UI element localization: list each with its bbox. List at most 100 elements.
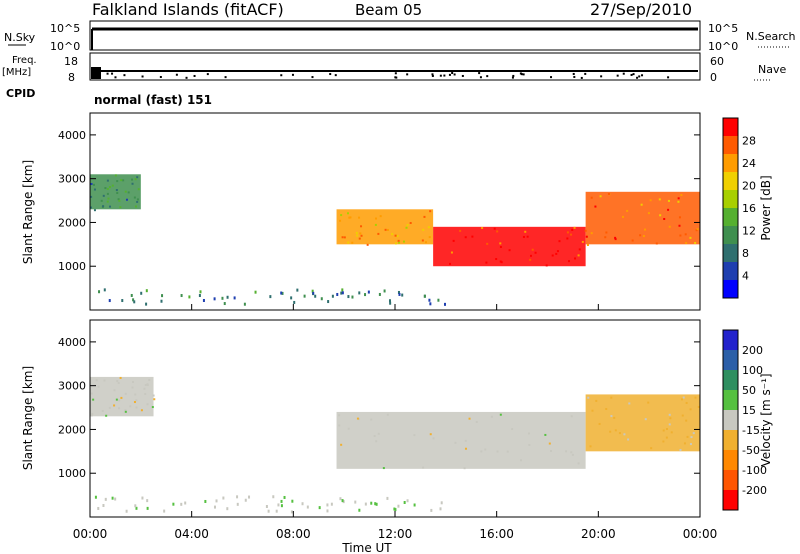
data-speckle bbox=[677, 200, 680, 203]
data-speckle bbox=[585, 235, 588, 238]
near-range-echo bbox=[312, 291, 315, 295]
data-speckle bbox=[120, 396, 123, 399]
velocity-panel: 4000 3000 2000 1000 Slant Range [km] bbox=[21, 319, 701, 518]
data-speckle bbox=[347, 427, 350, 430]
nave-dot bbox=[141, 75, 144, 78]
nave-dot bbox=[280, 74, 283, 77]
near-range-echo bbox=[202, 298, 205, 302]
data-speckle bbox=[591, 409, 594, 412]
data-speckle bbox=[340, 214, 343, 217]
x-axis-label: Time UT bbox=[341, 541, 392, 554]
data-speckle bbox=[90, 206, 93, 209]
data-speckle bbox=[131, 182, 134, 185]
near-range-echo bbox=[160, 299, 163, 303]
near-range-echo bbox=[280, 504, 283, 508]
data-speckle bbox=[375, 440, 378, 443]
near-range-echo bbox=[132, 298, 135, 302]
data-speckle bbox=[627, 438, 630, 441]
data-speckle bbox=[348, 216, 351, 219]
near-range-echo bbox=[314, 294, 317, 298]
beam-title: Beam 05 bbox=[355, 1, 422, 19]
data-speckle bbox=[405, 226, 408, 229]
data-speckle bbox=[642, 235, 645, 238]
near-range-echo bbox=[145, 289, 148, 293]
data-speckle bbox=[133, 401, 136, 404]
data-speckle bbox=[105, 414, 108, 417]
near-range-echo bbox=[394, 508, 397, 512]
near-range-echo bbox=[331, 294, 334, 298]
x-tick-label: 08:00 bbox=[276, 527, 311, 541]
near-range-echo bbox=[342, 500, 345, 504]
data-speckle bbox=[613, 416, 616, 419]
data-speckle bbox=[106, 192, 109, 195]
data-speckle bbox=[680, 194, 683, 197]
data-speckle bbox=[135, 406, 138, 409]
near-range-echo bbox=[290, 296, 293, 300]
colorbar-tick-label: -50 bbox=[742, 444, 760, 457]
data-speckle bbox=[647, 212, 650, 215]
data-speckle bbox=[529, 258, 532, 261]
near-range-echo bbox=[236, 495, 239, 499]
near-range-echo bbox=[397, 290, 400, 294]
nave-dot bbox=[572, 72, 575, 75]
near-range-echo bbox=[301, 502, 304, 506]
data-speckle bbox=[422, 228, 425, 231]
data-speckle bbox=[558, 240, 561, 243]
nave-dot bbox=[453, 73, 456, 76]
nave-dot bbox=[291, 73, 294, 76]
nsky-strip: N.Sky 10^5 10^0 10^5 10^0 N.Search bbox=[4, 20, 796, 53]
data-speckle bbox=[695, 229, 698, 232]
data-speckle bbox=[684, 233, 687, 236]
data-speckle bbox=[90, 182, 93, 185]
data-speckle bbox=[667, 208, 670, 211]
nave-dot bbox=[512, 74, 515, 77]
data-speckle bbox=[136, 200, 139, 203]
nave-dot bbox=[106, 72, 109, 75]
data-speckle bbox=[119, 376, 122, 379]
station-title: Falkland Islands (fitACF) bbox=[92, 0, 284, 19]
data-speckle bbox=[496, 450, 499, 453]
near-range-echo bbox=[130, 293, 133, 297]
data-speckle bbox=[341, 236, 344, 239]
data-speckle bbox=[146, 403, 149, 406]
data-speckle bbox=[689, 408, 692, 411]
near-range-echo bbox=[437, 298, 440, 302]
data-speckle bbox=[599, 195, 602, 198]
near-range-echo bbox=[358, 291, 361, 295]
near-range-echo bbox=[111, 496, 114, 500]
data-speckle bbox=[545, 264, 548, 267]
data-speckle bbox=[667, 199, 670, 202]
data-speckle bbox=[92, 398, 95, 401]
y-tick-label: 1000 bbox=[58, 467, 86, 480]
data-speckle bbox=[678, 216, 681, 219]
near-range-echo bbox=[184, 501, 187, 505]
data-speckle bbox=[685, 419, 688, 422]
near-range-echo bbox=[221, 296, 224, 300]
near-range-echo bbox=[141, 496, 144, 500]
y-tick-label: 4000 bbox=[58, 336, 86, 349]
nave-dot bbox=[638, 75, 641, 78]
data-speckle bbox=[571, 453, 574, 456]
data-speckle bbox=[114, 174, 117, 177]
colorbar-swatch bbox=[723, 390, 738, 410]
nave-dot bbox=[114, 76, 117, 79]
data-speckle bbox=[526, 235, 529, 238]
near-range-echo bbox=[104, 497, 107, 501]
near-range-echo bbox=[406, 499, 409, 503]
data-speckle bbox=[686, 435, 689, 438]
x-tick-label: 00:00 bbox=[73, 527, 108, 541]
near-range-echo bbox=[423, 294, 426, 298]
data-speckle bbox=[143, 387, 146, 390]
data-speckle bbox=[610, 396, 613, 399]
near-range-echo bbox=[397, 504, 400, 508]
near-range-echo bbox=[198, 294, 201, 298]
near-range-echo bbox=[114, 497, 117, 501]
data-speckle bbox=[428, 236, 431, 239]
near-range-echo bbox=[103, 288, 106, 292]
data-speckle bbox=[100, 199, 103, 202]
power-colorbar: 28 24 20 16 12 8 4 Power [dB] bbox=[722, 117, 773, 299]
power-panel: 4000 3000 2000 1000 Slant Range [km] bbox=[21, 112, 701, 311]
data-speckle bbox=[663, 217, 666, 220]
data-speckle bbox=[694, 396, 697, 399]
nsky-trace bbox=[91, 27, 698, 50]
